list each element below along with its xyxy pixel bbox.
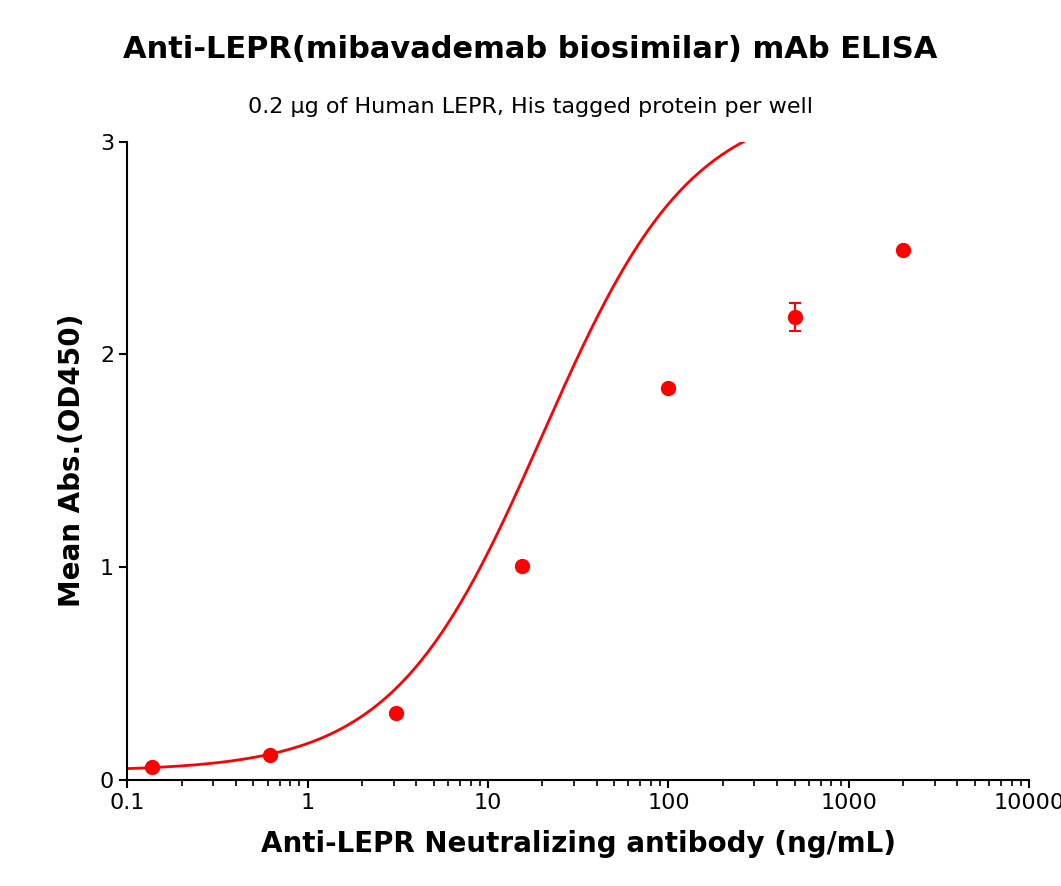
Text: 0.2 μg of Human LEPR, His tagged protein per well: 0.2 μg of Human LEPR, His tagged protein… xyxy=(248,97,813,118)
X-axis label: Anti-LEPR Neutralizing antibody (ng/mL): Anti-LEPR Neutralizing antibody (ng/mL) xyxy=(261,829,895,858)
Y-axis label: Mean Abs.(OD450): Mean Abs.(OD450) xyxy=(58,314,86,608)
Text: Anti-LEPR(mibavademab biosimilar) mAb ELISA: Anti-LEPR(mibavademab biosimilar) mAb EL… xyxy=(123,35,938,65)
